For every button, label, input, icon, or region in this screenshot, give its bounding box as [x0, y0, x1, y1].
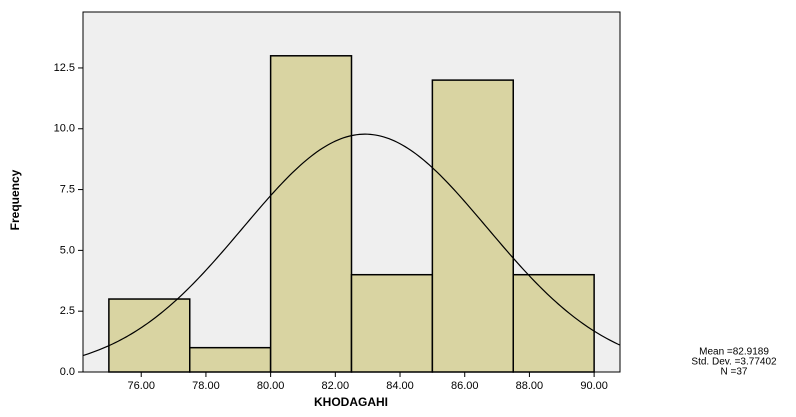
bar	[512, 273, 595, 373]
stat-label: Std. Dev. =3.77402	[691, 357, 777, 368]
x-tick-label: 84.00	[386, 380, 414, 392]
y-tick-label: 0.0	[60, 366, 75, 378]
x-tick-label: 76.00	[127, 380, 155, 392]
y-tick-label: 7.5	[60, 183, 75, 195]
y-tick-label: 5.0	[60, 244, 75, 256]
x-tick-label: 90.00	[580, 380, 608, 392]
stat-label: N =37	[721, 367, 748, 378]
normal-curve	[82, 133, 621, 357]
y-tick-label: 2.5	[60, 305, 75, 317]
bar	[350, 273, 434, 373]
y-tick-label: 12.5	[54, 62, 75, 74]
x-tick-label: 82.00	[322, 380, 350, 392]
bar	[431, 79, 514, 373]
x-tick-label: 88.00	[516, 380, 544, 392]
bar	[269, 55, 353, 373]
x-tick-label: 80.00	[257, 380, 285, 392]
x-tick-label: 78.00	[192, 380, 220, 392]
x-tick-label: 86.00	[451, 380, 479, 392]
y-axis-title: Frequency	[8, 169, 22, 230]
y-tick-label: 10.0	[54, 123, 75, 135]
stat-label: Mean =82.9189	[699, 347, 769, 358]
x-axis-title: KHODAGAHI	[314, 395, 388, 409]
bar	[108, 298, 191, 373]
bar	[189, 346, 272, 373]
